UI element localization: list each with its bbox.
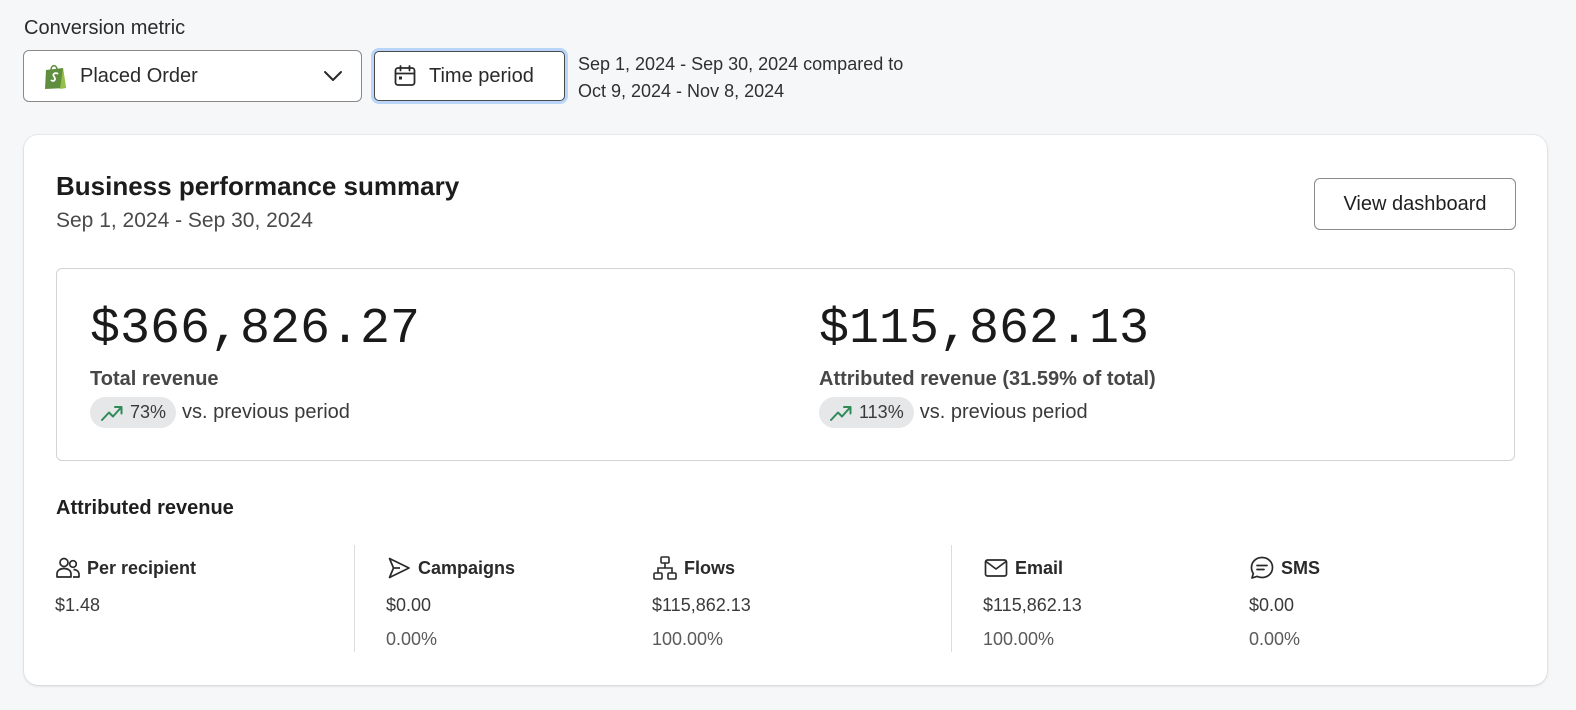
column-label: Per recipient — [87, 557, 197, 578]
attributed-revenue-stat: $115,862.13 Attributed revenue (31.59% o… — [819, 303, 1156, 428]
attributed-revenue-label: Attributed revenue (31.59% of total) — [819, 368, 1156, 390]
time-period-label: Time period — [429, 64, 534, 87]
vs-previous-text: vs. previous period — [182, 401, 350, 423]
revenue-stats-box: $366,826.27 Total revenue 73% vs. previo… — [56, 268, 1515, 461]
column-label: Email — [1015, 557, 1064, 578]
column-percent: 0.00% — [1249, 629, 1301, 649]
total-revenue-comparison: 73% vs. previous period — [90, 397, 420, 428]
trending-up-icon — [100, 403, 124, 423]
flows-column: Flows $115,862.13 100.00% — [652, 555, 751, 650]
email-column: Email $115,862.13 100.00% — [983, 555, 1082, 650]
sms-column: SMS $0.00 0.00% — [1249, 555, 1320, 650]
flow-icon — [652, 555, 678, 581]
chevron-down-icon — [321, 64, 345, 88]
mail-icon — [983, 555, 1009, 581]
attributed-revenue-heading: Attributed revenue — [56, 497, 234, 519]
column-percent: 100.00% — [652, 629, 724, 649]
column-label: Campaigns — [418, 557, 516, 578]
column-percent: 0.00% — [386, 629, 438, 649]
conversion-metric-value: Placed Order — [80, 64, 198, 87]
calendar-icon — [393, 64, 417, 88]
send-icon — [386, 555, 412, 581]
shopify-bag-icon — [42, 62, 68, 90]
card-title: Business performance summary — [56, 171, 460, 201]
conversion-metric-select[interactable]: Placed Order — [23, 50, 362, 102]
change-percent: 113% — [859, 402, 904, 422]
total-revenue-stat: $366,826.27 Total revenue 73% vs. previo… — [90, 303, 420, 428]
change-percent: 73% — [130, 402, 167, 422]
card-date-range: Sep 1, 2024 - Sep 30, 2024 — [56, 209, 313, 232]
attributed-revenue-comparison: 113% vs. previous period — [819, 397, 1156, 428]
business-summary-card: Business performance summary Sep 1, 2024… — [24, 135, 1547, 685]
comparison-range-text: Sep 1, 2024 - Sep 30, 2024 compared to O… — [578, 51, 903, 105]
view-dashboard-button[interactable]: View dashboard — [1314, 178, 1516, 230]
conversion-metric-label: Conversion metric — [24, 17, 186, 39]
change-badge: 73% — [90, 397, 177, 428]
column-label: SMS — [1281, 557, 1321, 578]
column-value: $0.00 — [386, 595, 432, 615]
vs-previous-text: vs. previous period — [919, 401, 1088, 423]
change-badge: 113% — [819, 397, 914, 428]
column-divider — [951, 545, 952, 652]
column-label: Flows — [684, 557, 736, 578]
column-value: $1.48 — [55, 595, 101, 615]
total-revenue-label: Total revenue — [90, 368, 219, 390]
attributed-revenue-value: $115,862.13 — [819, 301, 1150, 358]
column-divider — [354, 545, 355, 652]
time-period-button[interactable]: Time period — [371, 48, 568, 104]
per-recipient-column: Per recipient $1.48 — [55, 555, 196, 616]
current-range-line: Sep 1, 2024 - Sep 30, 2024 compared to — [578, 54, 904, 74]
total-revenue-value: $366,826.27 — [90, 301, 421, 358]
campaigns-column: Campaigns $0.00 0.00% — [386, 555, 515, 650]
column-percent: 100.00% — [983, 629, 1055, 649]
trending-up-icon — [829, 403, 853, 423]
previous-range-line: Oct 9, 2024 - Nov 8, 2024 — [578, 81, 785, 101]
sms-icon — [1249, 555, 1275, 581]
people-icon — [55, 555, 81, 581]
column-value: $115,862.13 — [652, 595, 751, 615]
column-value: $115,862.13 — [983, 595, 1082, 615]
column-value: $0.00 — [1249, 595, 1295, 615]
